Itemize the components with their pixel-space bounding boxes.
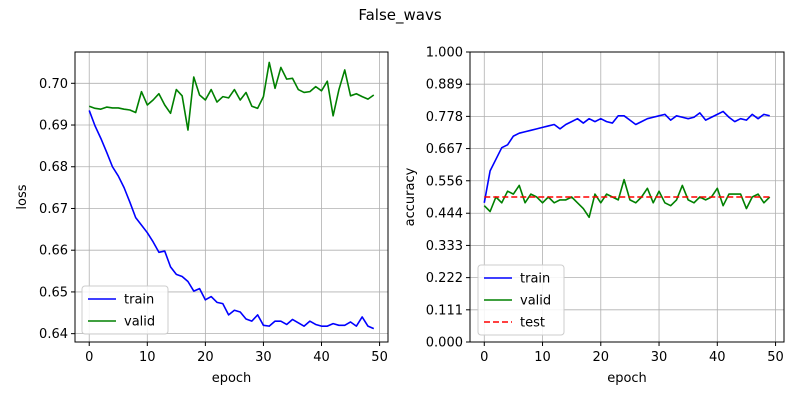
y-tick-label: 0.70 (39, 77, 68, 92)
x-tick-label: 20 (197, 350, 214, 365)
x-axis-label: epoch (607, 371, 647, 386)
y-tick-label: 0.444 (426, 207, 463, 222)
y-tick-label: 0.556 (426, 174, 463, 189)
charts: 0 10 20 30 40 50 0.64 0.65 0.66 0.67 0.68 0.69 0.70 e… (15, 46, 785, 386)
chart-loss: 0 10 20 30 40 50 0.64 0.65 0.66 0.67 0.68 0.69 0.70 e… (15, 51, 389, 386)
legend: train valid (81, 285, 169, 335)
legend-label-valid: valid (520, 294, 551, 309)
legend-label-train: train (124, 293, 154, 308)
y-tick-label: 0.222 (426, 271, 463, 286)
x-tick-label: 30 (651, 350, 668, 365)
x-tick-label: 30 (255, 350, 272, 365)
x-axis-label: epoch (212, 371, 252, 386)
y-tick-label: 0.67 (39, 202, 68, 217)
y-tick-label: 0.889 (426, 78, 463, 93)
plot-frame (469, 51, 785, 343)
legend-box (477, 264, 565, 336)
y-tick-label: 0.65 (39, 285, 68, 300)
y-tick-label: 0.64 (39, 327, 68, 342)
series-line-train (483, 110, 770, 203)
y-tick-label: 0.778 (426, 110, 463, 125)
y-tick-label: 0.000 (426, 336, 463, 351)
figure-title: False_wavs (358, 6, 441, 25)
y-tick-label: 0.667 (426, 142, 463, 157)
x-tick-label: 10 (534, 350, 551, 365)
series-line-train (88, 110, 375, 330)
x-tick-label: 40 (709, 350, 726, 365)
series-line-valid (483, 178, 771, 219)
x-tick-label: 0 (85, 350, 93, 365)
x-tick-label: 50 (371, 350, 388, 365)
y-tick-label: 0.66 (39, 244, 68, 259)
y-axis-label: loss (15, 184, 30, 209)
series-line-valid (88, 61, 375, 131)
legend-box (81, 285, 169, 335)
y-tick-label: 0.68 (39, 160, 68, 175)
plot-frame (74, 51, 389, 343)
y-tick-label: 0.333 (426, 239, 463, 254)
x-tick-label: 20 (593, 350, 610, 365)
x-tick-label: 10 (139, 350, 156, 365)
chart-accuracy: 0 10 20 30 40 50 0.000 0.111 0.222 0.333 0.444 0.55… (403, 46, 785, 386)
legend-label-test: test (520, 316, 545, 331)
x-tick-label: 40 (313, 350, 330, 365)
y-tick-label: 1.000 (426, 46, 463, 61)
legend: train valid test (477, 264, 565, 336)
y-tick-label: 0.69 (39, 119, 68, 134)
legend-label-train: train (520, 272, 550, 287)
x-tick-label: 50 (767, 350, 784, 365)
y-tick-label: 0.111 (426, 303, 463, 318)
x-tick-label: 0 (480, 350, 488, 365)
y-axis-label: accuracy (403, 167, 418, 226)
legend-label-valid: valid (124, 315, 155, 330)
